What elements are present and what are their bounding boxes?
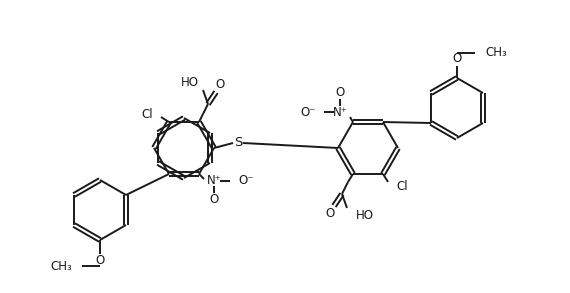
Text: O: O (95, 255, 105, 268)
Text: O⁻: O⁻ (300, 105, 316, 119)
Text: O: O (325, 207, 335, 220)
Text: HO: HO (181, 76, 199, 88)
Text: O: O (453, 52, 462, 64)
Text: CH₃: CH₃ (485, 47, 507, 59)
Text: Cl: Cl (396, 180, 408, 193)
Text: Cl: Cl (141, 108, 153, 120)
Text: O: O (335, 86, 345, 98)
Text: O: O (209, 193, 219, 207)
Text: O⁻: O⁻ (238, 174, 254, 188)
Text: HO: HO (356, 209, 374, 222)
Text: CH₃: CH₃ (50, 260, 72, 272)
Text: S: S (234, 137, 242, 149)
Text: N⁺: N⁺ (206, 174, 221, 188)
Text: N⁺: N⁺ (332, 105, 348, 119)
Text: O: O (215, 78, 225, 91)
